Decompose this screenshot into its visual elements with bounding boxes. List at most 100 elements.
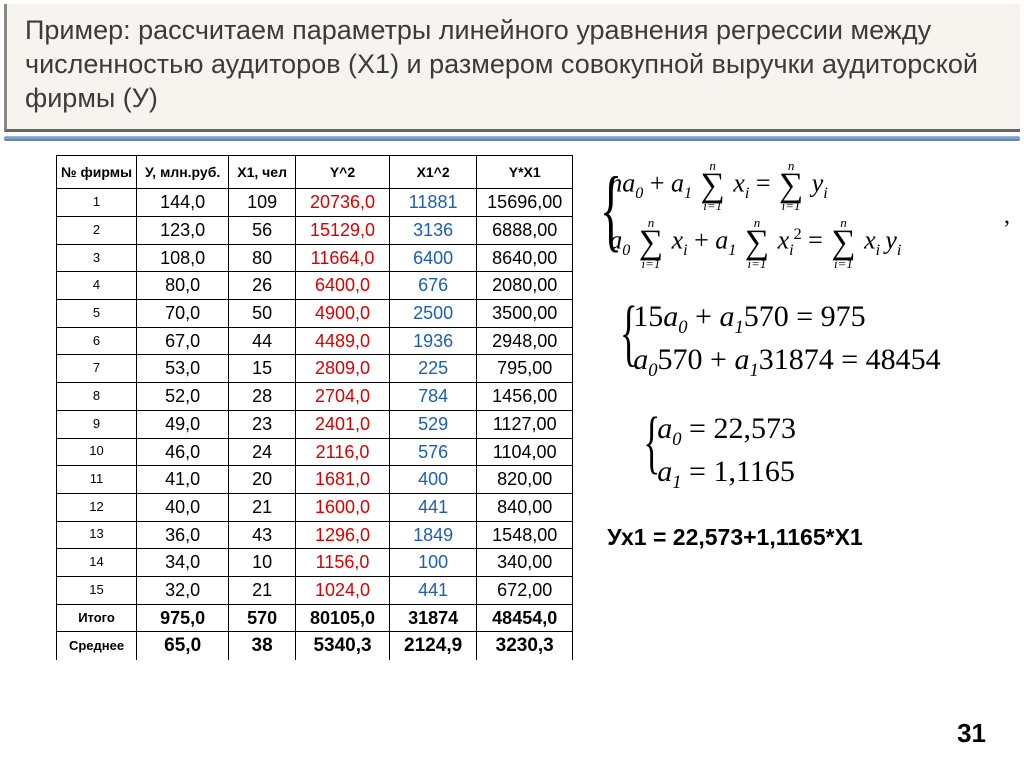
table-cell: 80 — [229, 244, 296, 272]
table-cell: 2124,9 — [390, 632, 477, 661]
table-cell: 15 — [57, 576, 137, 604]
table-cell: 49,0 — [137, 410, 229, 438]
table-cell: 34,0 — [137, 549, 229, 577]
table-cell: 2 — [57, 217, 137, 245]
table-cell: 38 — [229, 632, 296, 661]
table-cell: 20 — [229, 466, 296, 494]
table-cell: 820,00 — [477, 466, 573, 494]
eq-line: a0 n∑i=1 xi + a1 n∑i=1 xi2 = n∑i=1 xi yi — [609, 216, 1004, 269]
table-row: 480,0266400,06762080,00 — [57, 272, 573, 300]
table-cell: 28 — [229, 383, 296, 411]
table-cell: 570 — [229, 604, 296, 632]
slide-title-box: Пример: рассчитаем параметры линейного у… — [4, 4, 1020, 132]
table-cell: 11 — [57, 466, 137, 494]
slide-title: Пример: рассчитаем параметры линейного у… — [25, 14, 1002, 115]
table-cell: 2116,0 — [295, 438, 389, 466]
table-cell: 4489,0 — [295, 327, 389, 355]
table-cell: 3136 — [390, 217, 477, 245]
table-cell: 576 — [390, 438, 477, 466]
eq-line: na0 + a1 n∑i=1 xi = n∑i=1 yi — [609, 159, 1004, 212]
table-cell: 5 — [57, 300, 137, 328]
table-row: 3108,08011664,064008640,00 — [57, 244, 573, 272]
table-cell: 52,0 — [137, 383, 229, 411]
table-row: 1144,010920736,01188115696,00 — [57, 189, 573, 217]
table-cell: Итого — [57, 604, 137, 632]
table-cell: 2704,0 — [295, 383, 389, 411]
regression-equation: Ух1 = 22,573+1,1165*Х1 — [607, 524, 1004, 551]
table-cell: 80,0 — [137, 272, 229, 300]
table-cell: 32,0 — [137, 576, 229, 604]
table-header-row: № фирмы У, млн.руб. Х1, чел Y^2 X1^2 Y*X… — [57, 156, 573, 189]
brace-icon: { — [644, 418, 661, 467]
table-cell: 24 — [229, 438, 296, 466]
eq-line: 15a0 + a1570 = 975 — [633, 300, 1004, 339]
table-cell: 2500 — [390, 300, 477, 328]
table-row: 667,0444489,019362948,00 — [57, 327, 573, 355]
system-numeric: { 15a0 + a1570 = 975 a0570 + a131874 = 4… — [625, 300, 1004, 382]
col-header: Х1, чел — [229, 156, 296, 189]
table-cell: 21 — [229, 576, 296, 604]
sum-lower: i=1 — [701, 199, 725, 212]
table-row: 1336,0431296,018491548,00 — [57, 521, 573, 549]
table-cell: 8640,00 — [477, 244, 573, 272]
table-cell: 1296,0 — [295, 521, 389, 549]
table-cell: 6888,00 — [477, 217, 573, 245]
content-area: № фирмы У, млн.руб. Х1, чел Y^2 X1^2 Y*X… — [0, 141, 1024, 661]
table-cell: 795,00 — [477, 355, 573, 383]
system-general: { na0 + a1 n∑i=1 xi = n∑i=1 yi a0 n∑i=1 … — [601, 159, 1004, 269]
table-row: 1141,0201681,0400820,00 — [57, 466, 573, 494]
table-cell: 784 — [390, 383, 477, 411]
table-cell: 108,0 — [137, 244, 229, 272]
table-cell: 36,0 — [137, 521, 229, 549]
table-cell: 225 — [390, 355, 477, 383]
table-cell: 2080,00 — [477, 272, 573, 300]
table-cell: 2948,00 — [477, 327, 573, 355]
table-cell: Среднее — [57, 632, 137, 661]
table-cell: 41,0 — [137, 466, 229, 494]
table-cell: 9 — [57, 410, 137, 438]
eq-line: a0 = 22,573 — [657, 412, 1004, 451]
table-cell: 65,0 — [137, 632, 229, 661]
table-cell: 1104,00 — [477, 438, 573, 466]
table-cell: 13 — [57, 521, 137, 549]
table-cell: 1681,0 — [295, 466, 389, 494]
table-cell: 23 — [229, 410, 296, 438]
table-cell: 2401,0 — [295, 410, 389, 438]
table-cell: 441 — [390, 576, 477, 604]
table-cell: 6400,0 — [295, 272, 389, 300]
table-cell: 400 — [390, 466, 477, 494]
table-cell: 26 — [229, 272, 296, 300]
table-cell: 80105,0 — [295, 604, 389, 632]
table-cell: 53,0 — [137, 355, 229, 383]
table-cell: 109 — [229, 189, 296, 217]
table-row: 852,0282704,07841456,00 — [57, 383, 573, 411]
table-cell: 10 — [229, 549, 296, 577]
eq-line: a1 = 1,1165 — [657, 455, 1004, 494]
table-cell: 3500,00 — [477, 300, 573, 328]
table-cell: 56 — [229, 217, 296, 245]
table-cell: 15 — [229, 355, 296, 383]
table-cell: 1156,0 — [295, 549, 389, 577]
table-cell: 11881 — [390, 189, 477, 217]
table-row: 1532,0211024,0441672,00 — [57, 576, 573, 604]
col-header: Y*X1 — [477, 156, 573, 189]
table-mean-row: Среднее65,0385340,32124,93230,3 — [57, 632, 573, 661]
table-cell: 529 — [390, 410, 477, 438]
col-header: Y^2 — [295, 156, 389, 189]
table-cell: 46,0 — [137, 438, 229, 466]
table-cell: 11664,0 — [295, 244, 389, 272]
data-table: № фирмы У, млн.руб. Х1, чел Y^2 X1^2 Y*X… — [56, 155, 573, 661]
table-cell: 40,0 — [137, 493, 229, 521]
table-cell: 2809,0 — [295, 355, 389, 383]
equations-panel: { na0 + a1 n∑i=1 xi = n∑i=1 yi a0 n∑i=1 … — [601, 155, 1004, 661]
table-cell: 7 — [57, 355, 137, 383]
table-cell: 14 — [57, 549, 137, 577]
table-cell: 10 — [57, 438, 137, 466]
table-cell: 4900,0 — [295, 300, 389, 328]
table-cell: 1127,00 — [477, 410, 573, 438]
table-cell: 676 — [390, 272, 477, 300]
table-cell: 43 — [229, 521, 296, 549]
table-cell: 1600,0 — [295, 493, 389, 521]
table-cell: 3230,3 — [477, 632, 573, 661]
brace-icon: { — [620, 308, 638, 360]
